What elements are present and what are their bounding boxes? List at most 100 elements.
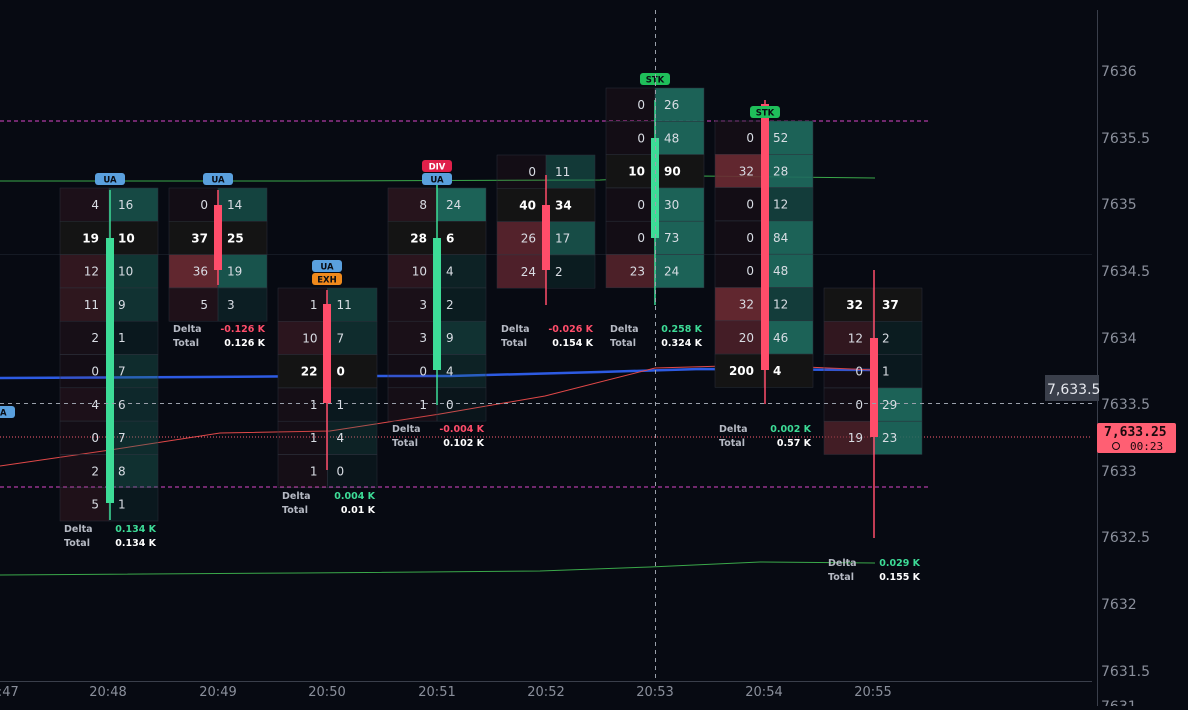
delta-label: Delta [610, 324, 639, 335]
delta-label: Delta [64, 524, 93, 535]
bid-cell [388, 321, 437, 354]
candle-body [870, 338, 878, 437]
price-label: 7634.5 [1101, 264, 1150, 280]
time-label: 20:47 [0, 685, 19, 700]
ask-cell [873, 388, 922, 421]
bid-volume: 0 [746, 264, 754, 278]
ask-volume: 48 [773, 264, 788, 278]
ask-cell [764, 354, 813, 387]
bid-volume: 2 [91, 331, 99, 345]
ask-cell [109, 188, 158, 221]
bid-volume: 1 [310, 431, 318, 445]
delta-label: Delta [282, 491, 311, 502]
ask-cell [655, 121, 704, 154]
ask-cell [764, 154, 813, 187]
total-value: 0.155 K [879, 572, 920, 583]
ask-volume: 1 [118, 331, 126, 345]
price-label: 7635 [1101, 197, 1137, 213]
bid-volume: 4 [91, 398, 99, 412]
bid-volume: 32 [739, 164, 754, 178]
ask-cell [437, 288, 486, 321]
bid-cell [824, 388, 873, 421]
badge-label: UA [0, 409, 7, 419]
ask-cell [546, 222, 595, 255]
bid-volume: 0 [419, 365, 427, 379]
ask-cell [328, 355, 378, 388]
ask-volume: 12 [773, 198, 788, 212]
price-label: 7635.5 [1101, 131, 1150, 147]
time-label: 20:48 [89, 685, 126, 700]
bid-volume: 5 [200, 298, 208, 312]
bid-volume: 200 [729, 364, 754, 378]
price-label: 7636 [1101, 64, 1137, 80]
bid-cell [606, 221, 655, 254]
bid-volume: 12 [848, 331, 863, 345]
ask-cell [655, 221, 704, 254]
ask-cell [109, 255, 158, 288]
ask-volume: 8 [118, 464, 126, 478]
time-label: 20:52 [527, 685, 564, 700]
badge-label: DIV [429, 163, 446, 173]
time-label: 20:49 [199, 685, 236, 700]
time-label: 20:51 [418, 685, 455, 700]
bid-cell [824, 355, 873, 388]
bid-cell [606, 188, 655, 221]
ask-volume: 48 [664, 131, 679, 145]
ask-volume: 4 [337, 431, 345, 445]
ask-volume: 10 [118, 231, 135, 245]
delta-label: Delta [501, 324, 530, 335]
delta-value: 0.134 K [115, 524, 156, 535]
ask-cell [109, 355, 158, 388]
ask-volume: 23 [882, 431, 897, 445]
candle-body [542, 205, 550, 270]
bid-volume: 0 [528, 165, 536, 179]
candle-body [106, 238, 114, 503]
ask-volume: 2 [882, 331, 890, 345]
ask-cell [328, 421, 378, 454]
badge-label: UA [211, 176, 225, 186]
total-label: Total [282, 505, 308, 516]
ask-volume: 14 [227, 198, 242, 212]
ask-volume: 0 [446, 398, 454, 412]
bid-volume: 0 [200, 198, 208, 212]
ask-volume: 29 [882, 398, 897, 412]
bid-cell [169, 188, 218, 221]
ask-cell [328, 321, 378, 354]
ask-volume: 2 [555, 265, 563, 279]
ask-volume: 1 [337, 398, 345, 412]
bid-volume: 0 [637, 98, 645, 112]
bid-volume: 0 [637, 131, 645, 145]
countdown-text: 00:23 [1130, 440, 1163, 453]
bid-cell [715, 221, 764, 254]
bid-cell [388, 288, 437, 321]
ask-cell [764, 288, 813, 321]
badge-label: UA [320, 263, 334, 273]
ask-volume: 11 [337, 298, 352, 312]
bid-volume: 0 [91, 431, 99, 445]
bid-volume: 0 [746, 231, 754, 245]
total-value: 0.154 K [552, 338, 593, 349]
bid-volume: 19 [82, 231, 99, 245]
ask-volume: 3 [227, 298, 235, 312]
ask-cell [328, 455, 378, 488]
bid-volume: 1 [310, 398, 318, 412]
ask-volume: 0 [337, 465, 345, 479]
ask-cell [437, 255, 486, 288]
ask-volume: 2 [446, 298, 454, 312]
delta-value: -0.026 K [548, 324, 593, 335]
bid-volume: 0 [855, 365, 863, 379]
bid-cell [60, 321, 109, 354]
ask-volume: 84 [773, 231, 788, 245]
ask-volume: 73 [664, 231, 679, 245]
bid-volume: 22 [301, 365, 318, 379]
ask-cell [873, 321, 922, 354]
badge-label: UA [103, 176, 117, 186]
bid-volume: 26 [521, 232, 536, 246]
ask-volume: 25 [227, 231, 244, 245]
